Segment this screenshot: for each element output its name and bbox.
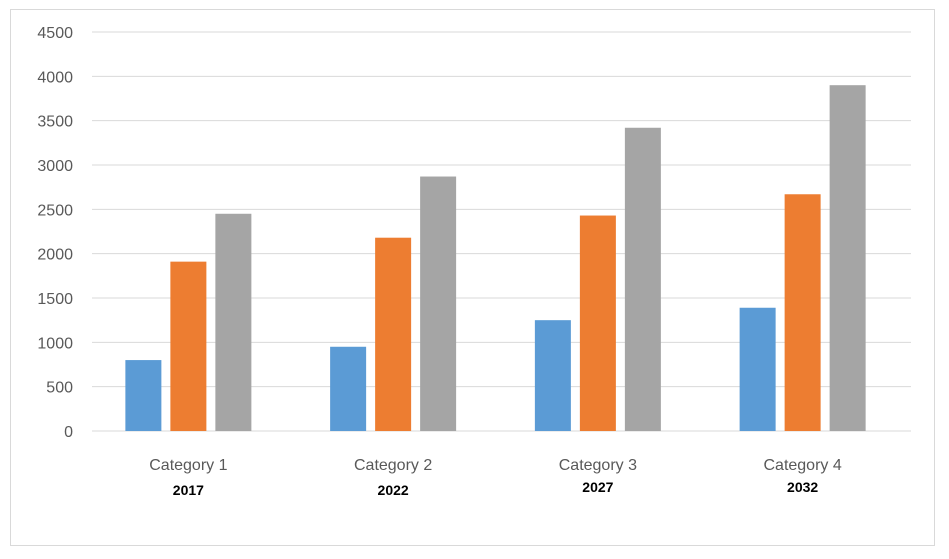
x-year-label: 2022 [378, 482, 409, 498]
bar-series-1-category-3 [534, 320, 571, 431]
bars [125, 85, 866, 431]
y-tick-label: 2500 [37, 202, 73, 219]
x-year-label: 2032 [787, 479, 818, 495]
y-tick-label: 1500 [37, 291, 73, 308]
y-tick-label: 4000 [37, 69, 73, 86]
bar-series-2-category-3 [579, 215, 616, 431]
x-category-label: Category 4 [763, 457, 841, 474]
bar-series-2-category-1 [170, 261, 207, 431]
y-tick-label: 3000 [37, 158, 73, 175]
bar-series-1-category-4 [739, 307, 776, 431]
y-tick-label: 500 [46, 380, 73, 397]
bar-series-3-category-4 [829, 85, 866, 431]
y-tick-label: 4500 [37, 25, 73, 42]
x-year-label: 2027 [582, 479, 613, 495]
y-tick-label: 1000 [37, 335, 73, 352]
bar-series-2-category-2 [375, 237, 412, 431]
chart-area [10, 9, 935, 546]
y-axis-tick-labels: 0 500 1000 1500 2000 2500 3000 3500 4000 4500 [37, 25, 73, 441]
bar-series-2-category-4 [784, 194, 821, 431]
y-tick-label: 2000 [37, 247, 73, 264]
bar-series-1-category-2 [330, 346, 367, 431]
bar-series-3-category-2 [420, 176, 457, 431]
y-tick-label: 3500 [37, 114, 73, 131]
x-axis-labels: Category 1 2017 Category 2 2022 Category 3 20… [149, 457, 842, 498]
bar-series-1-category-1 [125, 360, 162, 431]
x-year-label: 2017 [173, 482, 204, 498]
x-category-label: Category 3 [559, 457, 637, 474]
x-category-label: Category 2 [354, 457, 432, 474]
x-category-label: Category 1 [149, 457, 227, 474]
bar-series-3-category-3 [624, 127, 661, 431]
bar-series-3-category-1 [215, 213, 252, 431]
y-tick-label: 0 [64, 424, 73, 441]
